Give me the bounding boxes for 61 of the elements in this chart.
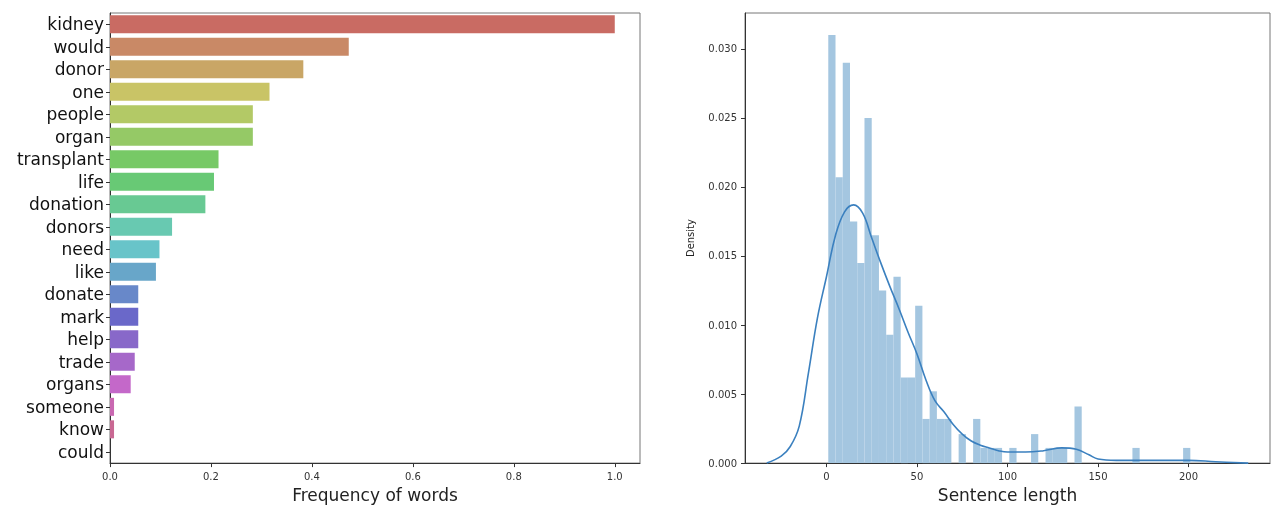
y-tick-label: 0.010: [708, 319, 737, 331]
y-tick-label: 0.000: [708, 457, 737, 469]
bar: [110, 352, 135, 371]
y-tick-label: would: [53, 36, 104, 57]
line-series: [765, 204, 1250, 464]
bar: [110, 262, 156, 281]
bar: [110, 15, 615, 34]
y-tick-label: one: [72, 81, 104, 102]
y-tick-label: help: [67, 329, 104, 350]
x-tick-label: 0.4: [303, 470, 320, 482]
y-tick-label: organ: [54, 126, 104, 147]
y-tick-label: people: [46, 104, 104, 125]
y-tick-label: donation: [29, 194, 104, 215]
y-tick-label: 0.030: [708, 43, 737, 55]
x-tick-label: 0.6: [404, 470, 421, 482]
y-tick-label: life: [78, 171, 104, 192]
bar: [110, 172, 214, 191]
x-tick-label: 0: [823, 470, 830, 482]
y-tick-label: 0.020: [708, 181, 737, 193]
y-tick-label: transplant: [16, 149, 105, 170]
x-tick-label: 0.8: [505, 470, 522, 482]
x-tick-label: 50: [910, 470, 924, 482]
bar: [110, 397, 115, 416]
bar: [110, 330, 139, 349]
y-tick-label: 0.015: [708, 250, 737, 262]
bar: [110, 307, 139, 326]
y-tick-label: could: [57, 441, 104, 462]
bar: [110, 60, 304, 79]
y-tick-label: 0.025: [708, 112, 737, 124]
bar: [110, 285, 139, 304]
y-tick-label: donors: [45, 216, 105, 237]
x-tick-label: 150: [1088, 470, 1108, 482]
bar: [110, 82, 270, 101]
y-tick-label: donate: [44, 284, 104, 305]
x-tick-label: 0.2: [203, 470, 219, 482]
x-axis-title: Sentence length: [937, 484, 1078, 505]
x-tick-label: 0.0: [102, 470, 118, 482]
x-axis-title: Frequency of words: [292, 484, 458, 505]
y-tick-label: organs: [46, 374, 105, 395]
bar: [110, 420, 115, 439]
bar: [110, 37, 349, 56]
x-tick-label: 100: [997, 470, 1018, 482]
y-tick-label: like: [74, 261, 104, 282]
bar: [110, 105, 253, 124]
bar: [110, 195, 206, 214]
bar: [110, 240, 160, 259]
bar: [110, 150, 219, 169]
y-tick-label: mark: [60, 306, 105, 327]
y-tick-label: know: [59, 419, 105, 440]
y-tick-label: trade: [58, 351, 104, 372]
bar: [110, 375, 131, 394]
y-tick-label: 0.005: [708, 388, 737, 400]
y-tick-label: someone: [26, 396, 104, 417]
x-tick-label: 200: [1178, 470, 1199, 482]
y-axis-title: Density: [684, 218, 696, 258]
bar: [110, 127, 253, 146]
x-tick-label: 1.0: [606, 470, 623, 482]
y-tick-label: need: [61, 239, 104, 260]
y-tick-label: kidney: [47, 14, 104, 35]
y-tick-label: donor: [54, 59, 105, 80]
bar: [110, 217, 173, 236]
